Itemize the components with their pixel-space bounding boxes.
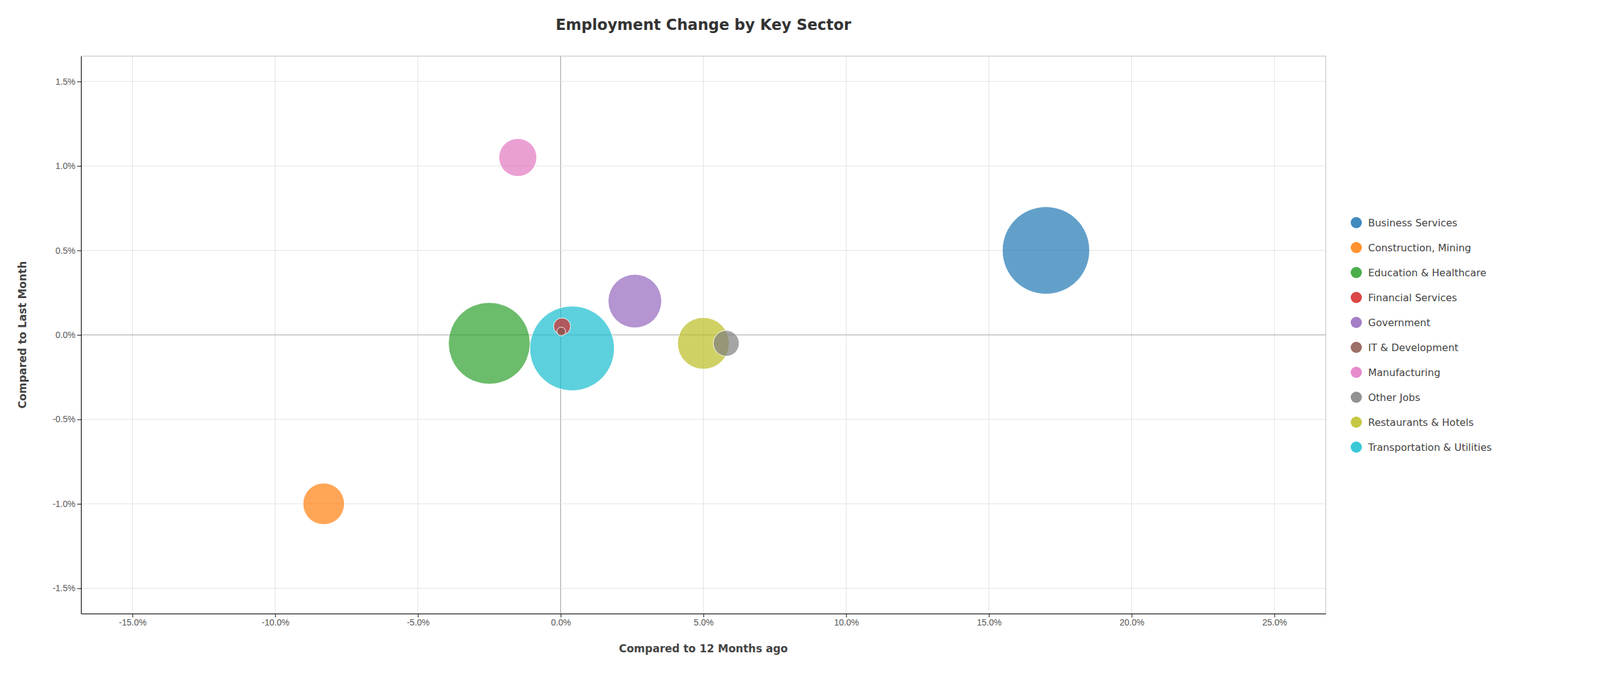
tick-mark [77, 418, 82, 420]
legend-item: Manufacturing [1350, 366, 1441, 379]
legend-label: Government [1368, 316, 1431, 329]
tick: 25.0% [1262, 613, 1288, 628]
chart-svg: -15.0% -10.0% -5.0% 0.0% 5.0% 10.0% 15.0% 20.0%… [0, 0, 1600, 676]
tick-mark [77, 587, 82, 589]
legend-label: Restaurants & Hotels [1368, 416, 1474, 429]
tick-label: 20.0% [1119, 617, 1145, 628]
tick: -15.0% [119, 613, 147, 628]
tick-label: -5.0% [407, 617, 431, 628]
tick: -5.0% [407, 613, 431, 628]
tick: 1.0% [55, 160, 82, 171]
legend-marker [1350, 341, 1362, 353]
legend-item: Restaurants & Hotels [1350, 416, 1474, 429]
tick: 10.0% [833, 613, 859, 628]
tick: 1.5% [55, 76, 82, 87]
tick-label: -15.0% [119, 617, 147, 628]
y-grid-line [81, 418, 1326, 420]
bubble [713, 330, 739, 356]
y-grid-line [81, 587, 1326, 589]
bubble [302, 483, 345, 525]
tick: 5.0% [693, 613, 714, 628]
tick-label: 0.5% [55, 245, 76, 256]
tick: 15.0% [976, 613, 1002, 628]
bubble [448, 302, 531, 384]
tick-mark [77, 250, 82, 252]
legend-item: Education & Healthcare [1350, 266, 1487, 279]
legend-item: Government [1350, 316, 1431, 329]
bubble [1002, 206, 1090, 295]
tick-label: -1.0% [52, 498, 76, 509]
legend-label: Other Jobs [1368, 391, 1421, 404]
legend-item: Construction, Mining [1350, 241, 1471, 254]
legend-marker [1350, 441, 1362, 453]
tick-mark [77, 503, 82, 505]
legend-marker [1350, 416, 1362, 428]
legend-item: Transportation & Utilities [1350, 441, 1492, 454]
tick-label: 1.0% [55, 160, 76, 171]
legend-marker [1350, 266, 1362, 278]
legend-label: Manufacturing [1368, 366, 1441, 379]
legend-label: Education & Healthcare [1368, 266, 1487, 279]
bubble [556, 327, 566, 336]
bubble [498, 138, 537, 177]
legend-label: Business Services [1368, 216, 1458, 229]
tick-label: -0.5% [52, 413, 76, 424]
tick: 0.0% [55, 329, 82, 340]
y-axis-line [81, 56, 82, 614]
plot-area: -15.0% -10.0% -5.0% 0.0% 5.0% 10.0% 15.0% 20.0%… [52, 56, 1326, 628]
legend-item: Other Jobs [1350, 391, 1421, 404]
grid [81, 56, 1326, 614]
tick-label: -10.0% [261, 617, 290, 628]
tick: -1.5% [52, 582, 82, 593]
plot-frame [81, 56, 1326, 614]
tick: -0.5% [52, 413, 82, 424]
x-axis-title: Compared to 12 Months ago [618, 641, 788, 655]
legend-marker [1350, 241, 1362, 254]
legend-label: Construction, Mining [1368, 241, 1471, 254]
y-grid-line [81, 81, 1326, 82]
tick: -10.0% [261, 613, 290, 628]
legend-label: Financial Services [1368, 291, 1458, 304]
legend-marker [1350, 316, 1362, 328]
legend-item: Financial Services [1350, 291, 1458, 304]
tick-mark [77, 165, 82, 167]
tick: 0.5% [55, 245, 82, 256]
x-axis: -15.0% -10.0% -5.0% 0.0% 5.0% 10.0% 15.0% 20.0%… [81, 613, 1327, 628]
tick-label: -1.5% [52, 582, 76, 593]
y-grid-line [81, 165, 1326, 167]
y-axis: -1.5% -1.0% -0.5% 0.0% 0.5% 1.0% 1.5% [52, 56, 82, 614]
legend-item: Business Services [1350, 216, 1458, 229]
tick-label: 0.0% [55, 329, 76, 340]
tick-mark [77, 334, 82, 336]
legend-marker [1350, 291, 1362, 303]
legend-marker [1350, 366, 1362, 378]
tick: 0.0% [550, 613, 571, 628]
tick-label: 0.0% [550, 617, 571, 628]
tick: 20.0% [1119, 613, 1145, 628]
legend-item: IT & Development [1350, 341, 1459, 354]
tick-label: 5.0% [693, 617, 714, 628]
bubble [608, 274, 662, 328]
legend-marker [1350, 216, 1362, 229]
tick-mark [77, 81, 82, 83]
legend-label: Transportation & Utilities [1367, 441, 1492, 454]
legend-label: IT & Development [1368, 341, 1459, 354]
y-grid-line [81, 249, 1326, 251]
legend: Business Services Construction, Mining Edu… [1350, 216, 1492, 454]
tick: -1.0% [52, 498, 82, 509]
tick-label: 25.0% [1262, 617, 1288, 628]
tick-label: 10.0% [833, 617, 859, 628]
chart-title: Employment Change by Key Sector [555, 16, 851, 34]
bubbles [302, 138, 1090, 525]
legend-marker [1350, 391, 1362, 403]
y-axis-title: Compared to Last Month [16, 261, 29, 409]
bubble [529, 306, 615, 391]
tick-label: 15.0% [976, 617, 1002, 628]
y-grid-line [81, 502, 1326, 504]
tick-label: 1.5% [55, 76, 76, 87]
